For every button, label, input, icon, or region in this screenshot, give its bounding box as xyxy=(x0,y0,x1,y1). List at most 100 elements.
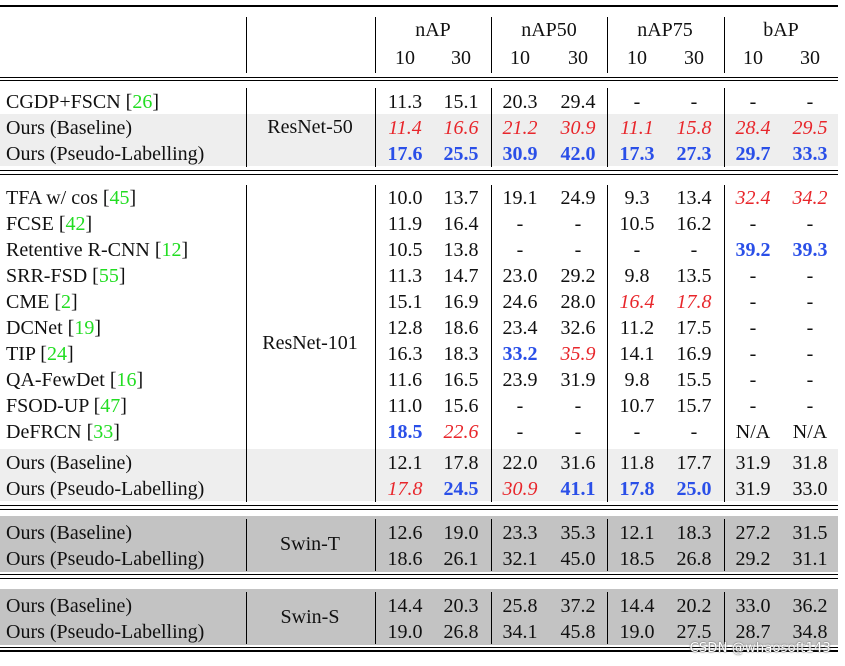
value-cell: 31.5 xyxy=(792,522,828,544)
value-cell: 16.6 xyxy=(443,117,479,139)
column-divider xyxy=(375,185,376,502)
column-divider xyxy=(491,185,492,502)
value-cell: 12.1 xyxy=(387,452,423,474)
value-cell: - xyxy=(749,91,757,113)
value-cell: 18.5 xyxy=(619,548,655,570)
shot-header: 30 xyxy=(684,47,704,69)
method-name: QA-FewDet [16] xyxy=(6,369,144,391)
value-cell: 28.0 xyxy=(560,291,596,313)
value-cell: 29.7 xyxy=(735,143,771,165)
backbone-label: Swin-T xyxy=(280,533,340,555)
value-cell: N/A xyxy=(792,421,828,443)
value-cell: 34.2 xyxy=(792,187,828,209)
value-cell: 11.0 xyxy=(387,395,423,417)
shot-header: 10 xyxy=(510,47,530,69)
value-cell: - xyxy=(516,421,524,443)
value-cell: 16.9 xyxy=(676,343,712,365)
value-cell: - xyxy=(806,265,814,287)
table-rule xyxy=(0,574,838,575)
value-cell: - xyxy=(806,317,814,339)
citation-link[interactable]: 42 xyxy=(65,213,86,235)
metric-group-header: nAP75 xyxy=(637,19,693,41)
value-cell: 28.4 xyxy=(735,117,771,139)
backbone-label: ResNet-101 xyxy=(262,332,358,354)
value-cell: 29.2 xyxy=(560,265,596,287)
value-cell: 18.3 xyxy=(676,522,712,544)
value-cell: 37.2 xyxy=(560,595,596,617)
value-cell: 12.1 xyxy=(619,522,655,544)
method-label: CGDP+FSCN xyxy=(6,91,126,113)
value-cell: 12.8 xyxy=(387,317,423,339)
value-cell: 14.1 xyxy=(619,343,655,365)
method-name: SRR-FSD [55] xyxy=(6,265,126,287)
value-cell: 25.5 xyxy=(443,143,479,165)
value-cell: 17.7 xyxy=(676,452,712,474)
value-cell: 17.3 xyxy=(619,143,655,165)
value-cell: 11.3 xyxy=(387,91,423,113)
value-cell: 25.8 xyxy=(502,595,538,617)
value-cell: 14.7 xyxy=(443,265,479,287)
row-shade xyxy=(0,114,838,140)
column-divider xyxy=(724,88,725,167)
citation-link[interactable]: 45 xyxy=(109,187,130,209)
value-cell: 41.1 xyxy=(560,478,596,500)
method-name: DCNet [19] xyxy=(6,317,102,339)
table-rule xyxy=(0,509,838,510)
citation-link[interactable]: 24 xyxy=(46,343,67,365)
value-cell: 32.1 xyxy=(502,548,538,570)
value-cell: 14.4 xyxy=(387,595,423,617)
method-name: Retentive R-CNN [12] xyxy=(6,239,189,261)
header-divider xyxy=(246,17,247,73)
value-cell: - xyxy=(806,213,814,235)
table-rule xyxy=(0,650,838,652)
shot-header: 30 xyxy=(451,47,471,69)
metric-group-header: nAP xyxy=(415,19,451,41)
table-rule xyxy=(0,170,838,171)
value-cell: 24.9 xyxy=(560,187,596,209)
shot-header: 10 xyxy=(743,47,763,69)
method-label: Ours (Pseudo-Labelling) xyxy=(6,478,205,500)
citation-link[interactable]: 2 xyxy=(61,291,72,313)
table-rule xyxy=(0,77,838,78)
citation-link[interactable]: 33 xyxy=(93,421,114,443)
method-name: CME [2] xyxy=(6,291,78,313)
method-label: Ours (Pseudo-Labelling) xyxy=(6,621,205,643)
citation-link[interactable]: 47 xyxy=(100,395,121,417)
method-label: Retentive R-CNN xyxy=(6,239,155,261)
citation-link[interactable]: 12 xyxy=(161,239,182,261)
value-cell: 25.0 xyxy=(676,478,712,500)
header-divider xyxy=(724,17,725,73)
value-cell: 16.3 xyxy=(387,343,423,365)
value-cell: 30.9 xyxy=(502,143,538,165)
value-cell: 34.1 xyxy=(502,621,538,643)
value-cell: 24.6 xyxy=(502,291,538,313)
value-cell: 16.5 xyxy=(443,369,479,391)
column-divider xyxy=(607,185,608,502)
value-cell: 17.8 xyxy=(676,291,712,313)
citation-link[interactable]: 26 xyxy=(132,91,153,113)
value-cell: 26.8 xyxy=(443,621,479,643)
value-cell: 17.8 xyxy=(619,478,655,500)
citation-link[interactable]: 19 xyxy=(74,317,95,339)
value-cell: N/A xyxy=(735,421,771,443)
method-label: Ours (Baseline) xyxy=(6,522,133,544)
method-label: TIP xyxy=(6,343,41,365)
citation-link[interactable]: 16 xyxy=(116,369,137,391)
method-label: Ours (Baseline) xyxy=(6,117,133,139)
value-cell: - xyxy=(690,421,698,443)
method-label: DeFRCN xyxy=(6,421,87,443)
method-name: Ours (Baseline) xyxy=(6,450,132,476)
citation-link[interactable]: 55 xyxy=(98,265,119,287)
value-cell: 23.0 xyxy=(502,265,538,287)
metric-group-header: nAP50 xyxy=(521,19,577,41)
value-cell: 20.3 xyxy=(502,91,538,113)
value-cell: 36.2 xyxy=(792,595,828,617)
header-divider xyxy=(375,17,376,73)
value-cell: 23.3 xyxy=(502,522,538,544)
method-label: QA-FewDet xyxy=(6,369,110,391)
method-label: Ours (Pseudo-Labelling) xyxy=(6,548,205,570)
metric-group-header: bAP xyxy=(763,19,799,41)
value-cell: - xyxy=(690,239,698,261)
value-cell: - xyxy=(633,239,641,261)
method-label: Ours (Baseline) xyxy=(6,452,133,474)
